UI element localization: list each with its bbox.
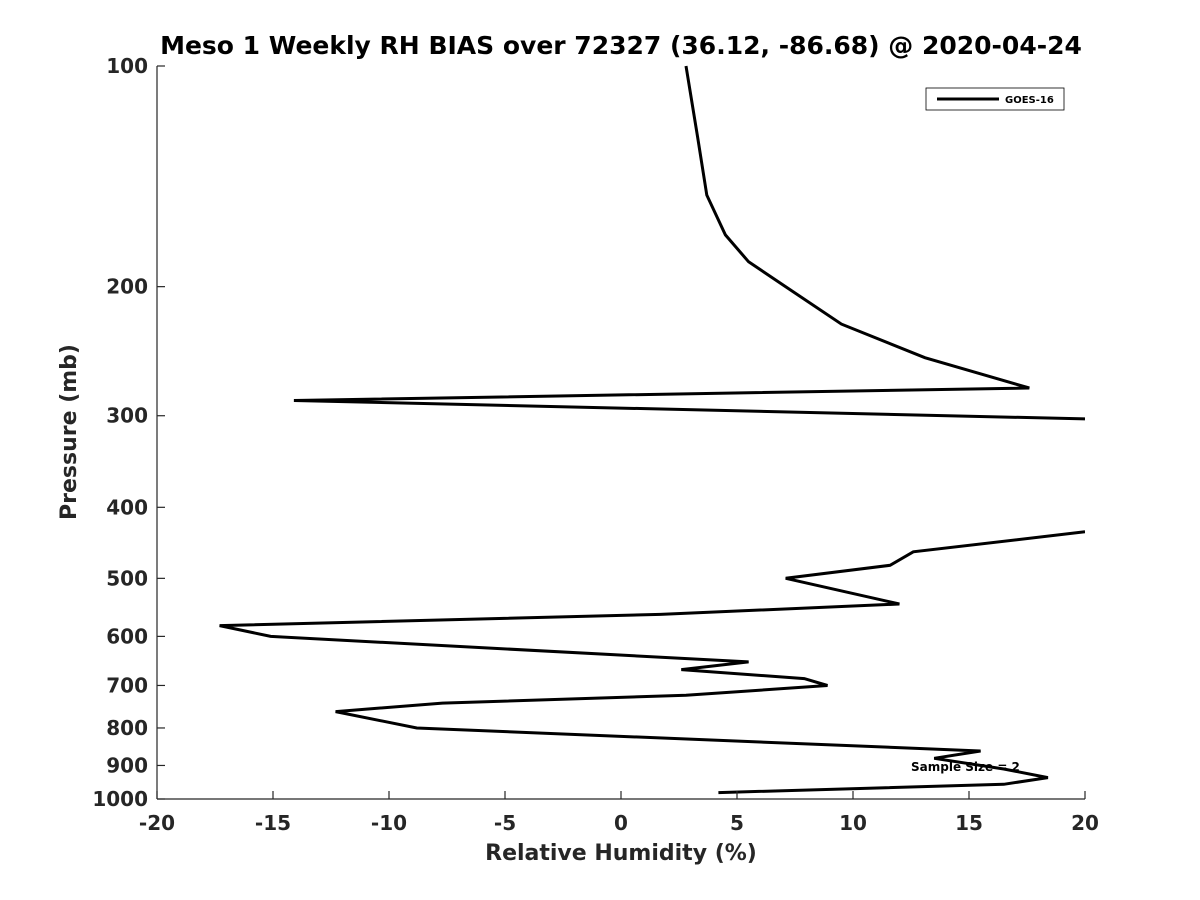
legend-label: GOES-16 — [1005, 95, 1054, 106]
y-tick-label: 400 — [106, 495, 148, 519]
x-tick-label: 0 — [614, 811, 628, 835]
x-ticks: -20 -15 -10 -5 0 5 10 15 20 — [139, 791, 1099, 835]
x-tick-label: 15 — [955, 811, 983, 835]
x-tick-label: 20 — [1071, 811, 1099, 835]
y-tick-label: 600 — [106, 624, 148, 648]
y-tick-label: 700 — [106, 673, 148, 697]
y-tick-label: 100 — [106, 54, 148, 78]
y-tick-label: 800 — [106, 716, 148, 740]
chart-title: Meso 1 Weekly RH BIAS over 72327 (36.12,… — [160, 31, 1082, 60]
y-axis-label: Pressure (mb) — [57, 344, 82, 520]
series-line-goes-16 — [293, 65, 1085, 421]
x-tick-label: 10 — [839, 811, 867, 835]
y-tick-label: 300 — [106, 404, 148, 428]
y-tick-label: 900 — [106, 753, 148, 777]
sample-size-annotation: Sample Size = 2 — [911, 760, 1020, 774]
x-tick-label: -20 — [139, 811, 175, 835]
x-tick-label: -5 — [494, 811, 516, 835]
y-tick-label: 500 — [106, 566, 148, 590]
x-tick-label: 5 — [730, 811, 744, 835]
y-tick-label: 1000 — [92, 787, 148, 811]
plot-area: -20 -15 -10 -5 0 5 10 15 20 100 200 300 400 500 600 70… — [92, 54, 1099, 835]
data-layer — [219, 65, 1085, 795]
legend: GOES-16 — [925, 87, 1065, 111]
series-line-goes-16 — [219, 530, 1085, 795]
y-tick-label: 200 — [106, 275, 148, 299]
x-tick-label: -10 — [371, 811, 407, 835]
x-axis-label: Relative Humidity (%) — [485, 841, 757, 866]
x-tick-label: -15 — [255, 811, 291, 835]
y-ticks: 100 200 300 400 500 600 700 800 900 1000 — [92, 54, 165, 811]
